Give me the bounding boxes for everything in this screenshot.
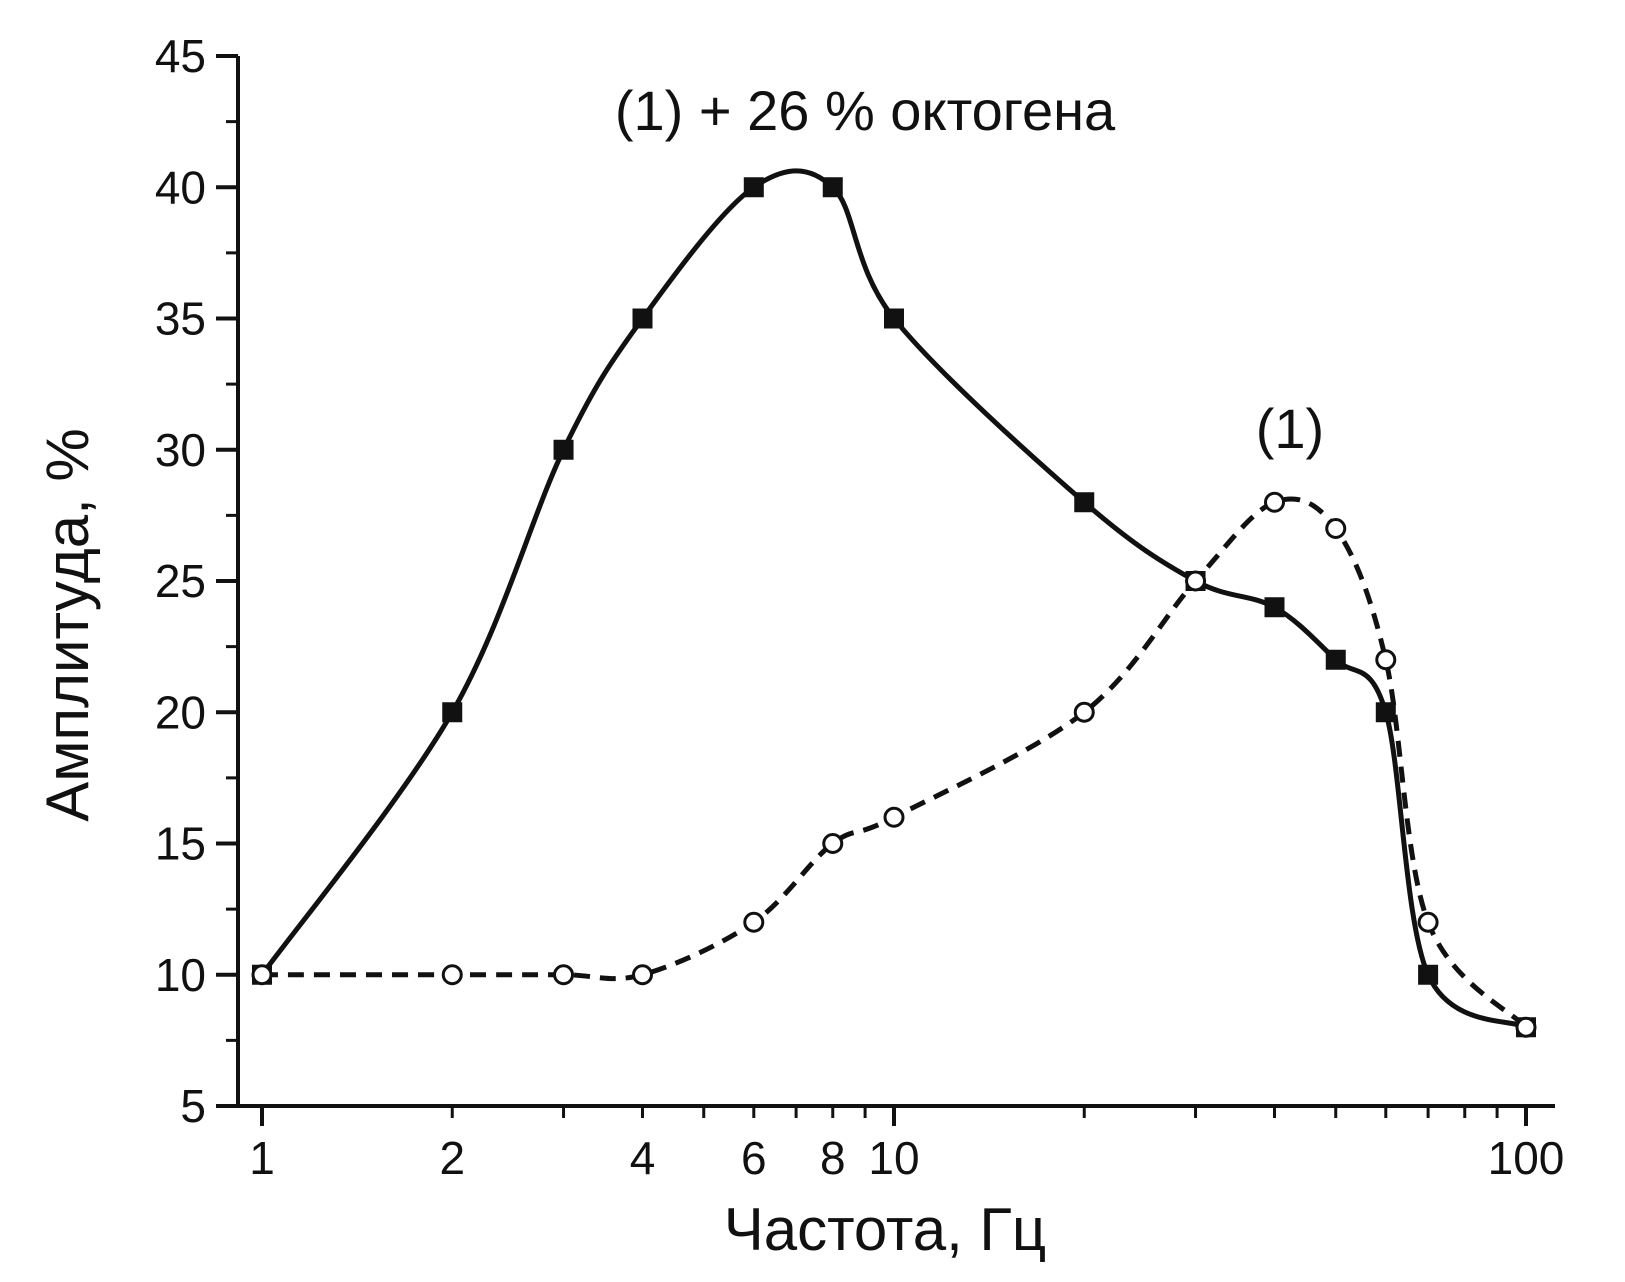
y-tick-label: 40 bbox=[155, 161, 206, 213]
data-point-square bbox=[822, 177, 843, 198]
y-tick-label: 30 bbox=[155, 424, 206, 476]
series-annotation-octogen: (1) + 26 % октогена bbox=[615, 79, 1116, 142]
x-tick-label: 2 bbox=[439, 1132, 465, 1184]
x-tick-label: 6 bbox=[741, 1132, 767, 1184]
series-line-base bbox=[262, 496, 1528, 1030]
data-point-square bbox=[743, 177, 764, 198]
data-point-circle bbox=[822, 833, 844, 854]
data-point-square bbox=[884, 308, 904, 329]
data-point-circle bbox=[251, 964, 273, 986]
data-point-circle bbox=[1264, 491, 1286, 513]
y-tick-label: 45 bbox=[155, 30, 206, 82]
y-tick-label: 20 bbox=[155, 686, 206, 738]
data-point-square bbox=[1375, 702, 1396, 723]
axes: 5 10 15 20 25 30 35 40 45 1 2 4 6 8 10 100 bbox=[155, 30, 1565, 1184]
y-axis-title: Амплитуда, % bbox=[34, 428, 101, 822]
data-point-square bbox=[1264, 597, 1285, 618]
x-tick-label: 10 bbox=[868, 1132, 919, 1184]
data-point-circle bbox=[441, 964, 463, 986]
series-annotation-base: (1) bbox=[1256, 397, 1324, 460]
data-point-square bbox=[632, 308, 653, 329]
y-tick-label: 25 bbox=[155, 555, 206, 607]
markers bbox=[251, 177, 1537, 1038]
data-point-circle bbox=[632, 964, 654, 986]
y-tick-label: 35 bbox=[155, 293, 206, 345]
data-point-circle bbox=[1185, 570, 1207, 592]
y-tick-label: 10 bbox=[155, 949, 206, 1001]
data-point-circle bbox=[1073, 701, 1095, 723]
data-point-square bbox=[553, 439, 574, 460]
data-point-square bbox=[1325, 649, 1346, 670]
data-point-circle bbox=[1325, 518, 1347, 539]
data-point-circle bbox=[743, 911, 765, 933]
y-tick-label: 5 bbox=[180, 1080, 206, 1132]
data-point-circle bbox=[1417, 911, 1439, 933]
x-tick-label: 8 bbox=[820, 1132, 846, 1184]
data-point-circle bbox=[553, 964, 575, 986]
data-point-square bbox=[442, 702, 463, 723]
data-point-square bbox=[1418, 964, 1439, 985]
data-point-circle bbox=[1515, 1016, 1537, 1038]
data-point-square bbox=[1074, 492, 1095, 513]
data-point-circle bbox=[883, 806, 905, 828]
curves bbox=[259, 168, 1528, 1030]
series-line-octogen bbox=[259, 168, 1528, 1030]
x-tick-label: 1 bbox=[249, 1132, 275, 1184]
y-tick-label: 15 bbox=[155, 818, 206, 870]
data-point-circle bbox=[1375, 649, 1397, 671]
x-tick-label: 4 bbox=[630, 1132, 656, 1184]
x-tick-label: 100 bbox=[1488, 1132, 1565, 1184]
x-axis-title: Частота, Гц bbox=[724, 1196, 1047, 1263]
